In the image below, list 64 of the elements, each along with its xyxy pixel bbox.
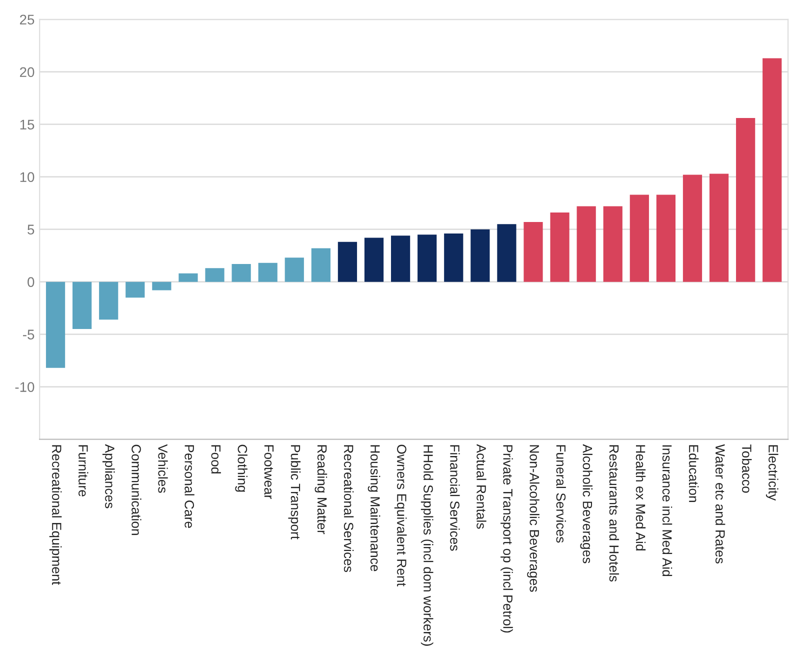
x-tick-label: Public Transport — [288, 445, 301, 540]
x-tick-label: Food — [211, 445, 221, 474]
y-tick-label: 20 — [20, 67, 34, 78]
x-tick-label: Reading Matter — [314, 445, 328, 534]
bar — [682, 174, 702, 282]
bar — [736, 118, 756, 282]
bar — [258, 262, 278, 282]
x-tick-label: Funeral Services — [556, 445, 566, 543]
x-tick-label: HHold Supplies (incl dom workers) — [420, 445, 434, 646]
bar — [311, 248, 330, 282]
x-tick-label: Tobacco — [742, 444, 752, 493]
x-tick-label: Footwear — [264, 445, 274, 499]
x-tick-label: Vehicles — [158, 444, 168, 493]
bar — [656, 194, 676, 282]
x-tick-label: Actual Rentals — [476, 444, 486, 529]
x-tick-label: Health ex Med Aid — [636, 445, 646, 550]
bar — [470, 229, 490, 282]
bar — [99, 282, 118, 320]
bar — [72, 282, 92, 330]
bar — [338, 242, 358, 282]
bar — [126, 282, 145, 298]
x-tick-label: Furniture — [78, 445, 88, 496]
y-tick-label: 10 — [20, 172, 34, 182]
x-tick-label: Communication — [132, 444, 142, 535]
bar — [284, 258, 304, 282]
x-tick-label: Insurance incl Med Aid — [662, 445, 672, 576]
bar — [232, 264, 251, 282]
x-tick-label: Water etc and Rates — [715, 444, 726, 564]
y-tick-label: 25 — [20, 14, 34, 25]
bar — [46, 282, 66, 368]
x-tick-label: Education — [688, 445, 699, 502]
x-tick-label: Recreational Services — [344, 445, 354, 572]
y-tick-label: 0 — [28, 277, 34, 287]
bar — [444, 234, 464, 282]
bar — [576, 206, 596, 282]
x-tick-label: Recreational Equipment — [49, 445, 62, 585]
bar — [709, 174, 729, 282]
x-tick-label: Housing Maintenance — [368, 445, 380, 572]
bar — [603, 206, 622, 282]
y-tick-label: 5 — [28, 224, 34, 234]
x-tick-label: Non-Alcoholic Beverages — [527, 445, 540, 592]
x-tick-label: Financial Services — [450, 445, 460, 551]
bar — [418, 234, 437, 282]
y-tick-label: -5 — [23, 330, 34, 340]
x-tick-label: Clothing — [235, 444, 248, 492]
x-tick-label: Alcoholic Beverages — [580, 444, 592, 564]
bar — [205, 268, 224, 282]
bar — [390, 236, 410, 282]
bar — [524, 222, 543, 282]
bar — [550, 212, 570, 282]
bar — [630, 194, 649, 282]
x-tick-label: Appliances — [102, 444, 115, 508]
bar — [364, 238, 384, 282]
bar — [762, 58, 782, 282]
x-tick-label: Personal Care — [184, 445, 194, 528]
x-tick-label: Restaurants and Hotels — [609, 445, 620, 582]
y-tick-label: -10 — [15, 382, 34, 392]
x-tick-label: Electricity — [766, 445, 778, 501]
bar — [152, 282, 172, 290]
x-tick-label: Owners Equivalent Rent — [394, 444, 407, 586]
bar — [178, 273, 198, 282]
bar — [497, 224, 516, 282]
x-tick-label: Private Transport op (incl Petrol) — [500, 445, 513, 633]
y-tick-label: 15 — [20, 120, 34, 130]
